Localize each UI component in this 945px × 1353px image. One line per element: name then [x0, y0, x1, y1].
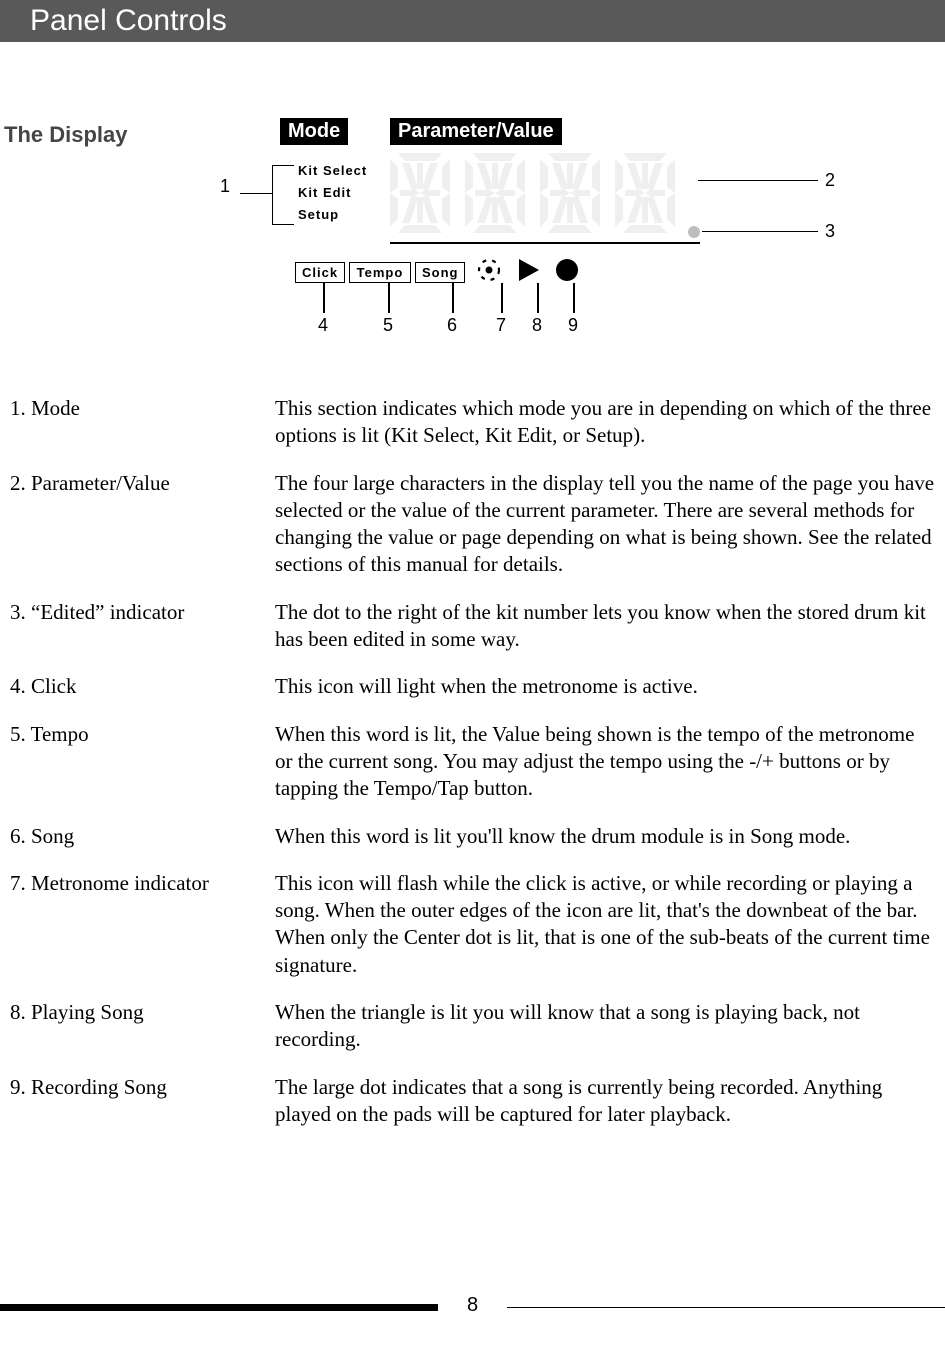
item-row: 4. Click This icon will light when the m…	[10, 673, 935, 700]
item-label: 6. Song	[10, 823, 275, 850]
item-desc: The large dot indicates that a song is c…	[275, 1074, 935, 1129]
callout-3: 3	[825, 221, 835, 242]
click-button-icon: Click	[295, 262, 345, 283]
mode-header: Mode	[280, 118, 348, 145]
mode-item: Kit Edit	[298, 182, 367, 204]
callout-line	[573, 283, 575, 313]
callout-4: 4	[318, 315, 328, 336]
item-label: 7. Metronome indicator	[10, 870, 275, 979]
item-label: 4. Click	[10, 673, 275, 700]
item-desc: The four large characters in the display…	[275, 470, 935, 579]
callout-6: 6	[447, 315, 457, 336]
callout-line	[702, 231, 818, 232]
callout-line	[388, 283, 390, 313]
item-row: 9. Recording Song The large dot indicate…	[10, 1074, 935, 1129]
metronome-icon	[475, 258, 503, 287]
page-number: 8	[0, 1294, 945, 1317]
item-row: 5. Tempo When this word is lit, the Valu…	[10, 721, 935, 803]
callout-8: 8	[532, 315, 542, 336]
item-list: 1. Mode This section indicates which mod…	[10, 395, 935, 1148]
footer-line-right	[507, 1307, 945, 1308]
item-desc: When this word is lit, the Value being s…	[275, 721, 935, 803]
record-icon	[555, 258, 579, 287]
item-desc: This icon will flash while the click is …	[275, 870, 935, 979]
tempo-button-icon: Tempo	[349, 262, 411, 283]
item-row: 3. “Edited” indicator The dot to the rig…	[10, 599, 935, 654]
item-label: 2. Parameter/Value	[10, 470, 275, 579]
item-row: 7. Metronome indicator This icon will fl…	[10, 870, 935, 979]
callout-line	[537, 283, 539, 313]
item-row: 6. Song When this word is lit you'll kno…	[10, 823, 935, 850]
item-label: 3. “Edited” indicator	[10, 599, 275, 654]
item-label: 9. Recording Song	[10, 1074, 275, 1129]
item-row: 1. Mode This section indicates which mod…	[10, 395, 935, 450]
callout-line	[698, 180, 818, 181]
item-desc: The dot to the right of the kit number l…	[275, 599, 935, 654]
seven-segment-display	[390, 153, 690, 243]
callout-7: 7	[496, 315, 506, 336]
display-underline	[390, 242, 700, 244]
song-button-icon: Song	[415, 262, 465, 283]
header-bar: Panel Controls	[0, 0, 945, 42]
item-desc: This section indicates which mode you ar…	[275, 395, 935, 450]
item-row: 2. Parameter/Value The four large charac…	[10, 470, 935, 579]
callout-5: 5	[383, 315, 393, 336]
callout-1: 1	[220, 176, 230, 197]
callout-line	[501, 283, 503, 313]
mode-item: Setup	[298, 204, 367, 226]
footer: 8	[0, 1294, 945, 1318]
bracket-mid-line	[240, 193, 272, 194]
segment-char-icon	[390, 153, 450, 233]
edited-indicator-icon	[688, 226, 700, 238]
item-label: 5. Tempo	[10, 721, 275, 803]
segment-char-icon	[615, 153, 675, 233]
param-header: Parameter/Value	[390, 118, 562, 145]
item-desc: When this word is lit you'll know the dr…	[275, 823, 935, 850]
item-row: 8. Playing Song When the triangle is lit…	[10, 999, 935, 1054]
item-desc: When the triangle is lit you will know t…	[275, 999, 935, 1054]
bracket-icon	[272, 165, 294, 225]
play-icon	[519, 259, 539, 286]
item-desc: This icon will light when the metronome …	[275, 673, 935, 700]
header-title: Panel Controls	[30, 4, 227, 38]
section-title: The Display	[4, 122, 127, 148]
segment-char-icon	[465, 153, 525, 233]
callout-9: 9	[568, 315, 578, 336]
mode-list: Kit Select Kit Edit Setup	[298, 160, 367, 226]
callout-line	[323, 283, 325, 313]
item-label: 1. Mode	[10, 395, 275, 450]
segment-char-icon	[540, 153, 600, 233]
item-label: 8. Playing Song	[10, 999, 275, 1054]
callout-2: 2	[825, 170, 835, 191]
bottom-row: Click Tempo Song	[295, 258, 585, 287]
display-diagram: Mode Parameter/Value 1 Kit Select Kit Ed…	[260, 118, 860, 348]
callout-line	[452, 283, 454, 313]
mode-item: Kit Select	[298, 160, 367, 182]
